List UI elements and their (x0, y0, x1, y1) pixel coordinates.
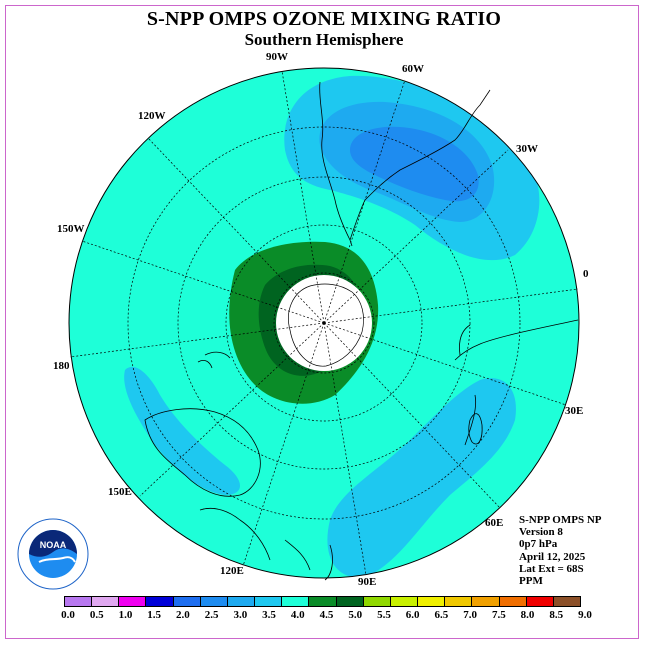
new-zealand-coast (197, 351, 231, 369)
contour-3-5-pacific (124, 366, 240, 495)
colorbar-segment (499, 597, 527, 606)
colorbar-tick-label: 6.5 (434, 609, 449, 621)
colorbar-segment (200, 597, 228, 606)
colorbar-segment (526, 597, 554, 606)
colorbar-segment (309, 597, 337, 606)
colorbar-tick-label: 5.0 (348, 609, 363, 621)
colorbar-segment (146, 597, 174, 606)
lon-label-0: 0 (583, 268, 589, 280)
lon-label-180: 180 (53, 360, 70, 372)
colorbar-tick-label: 8.5 (549, 609, 564, 621)
madagascar-coast (468, 413, 483, 445)
lon-label-60e: 60E (485, 517, 504, 529)
colorbar-segment (363, 597, 391, 606)
colorbar-tick-label: 9.0 (578, 609, 592, 621)
globe-border (68, 67, 580, 579)
info-pressure: 0p7 hPa (519, 538, 558, 551)
info-lat-ext: Lat Ext = 68S (519, 562, 584, 575)
colorbar-tick-label: 5.5 (377, 609, 391, 621)
info-instrument: S-NPP OMPS NP (519, 514, 602, 526)
colorbar-tick-label: 6.0 (405, 609, 420, 621)
lon-label-90e: 90E (358, 576, 377, 588)
lon-label-150w: 150W (57, 223, 85, 235)
lon-label-150e: 150E (108, 486, 132, 498)
colorbar-tick-label: 7.5 (491, 609, 506, 621)
colorbar-segment (282, 597, 310, 606)
lon-label-120e: 120E (220, 565, 244, 577)
colorbar-tick-label: 0.0 (61, 609, 75, 621)
colorbar-segment (445, 597, 473, 606)
latitude-circles (127, 126, 521, 520)
colorbar-segment (336, 597, 364, 606)
colorbar-tick-label: 1.0 (118, 609, 133, 621)
noaa-logo: NOAA (17, 518, 89, 590)
south-america-coast (319, 81, 491, 247)
lon-label-30e: 30E (565, 405, 584, 417)
info-units: PPM (519, 575, 543, 588)
info-version: Version 8 (519, 526, 563, 539)
info-block: S-NPP OMPS NP Version 8 0p7 hPa April 12… (519, 514, 602, 587)
colorbar-tick-label: 2.5 (204, 609, 219, 621)
colorbar-segment (472, 597, 500, 606)
colorbar-tick-label: 3.0 (233, 609, 248, 621)
colorbar-segment (553, 597, 580, 606)
africa-coast (454, 319, 579, 446)
lon-label-120w: 120W (138, 110, 166, 122)
colorbar-segment (119, 597, 147, 606)
colorbar-tick-label: 0.5 (89, 609, 104, 621)
australia-coast (144, 408, 261, 497)
south-pole-marker (322, 321, 326, 325)
colorbar-segment (390, 597, 419, 606)
lon-label-90w: 90W (266, 51, 288, 63)
colorbar-segment (173, 597, 201, 606)
colorbar-tick-label: 7.0 (463, 609, 477, 621)
page-frame (5, 5, 639, 639)
antarctica-outline (288, 283, 364, 367)
colorbar-tick-label: 1.5 (147, 609, 162, 621)
noaa-logo-text: NOAA (40, 540, 67, 550)
colorbar-tick-label: 4.0 (290, 609, 305, 621)
map-title: S-NPP OMPS OZONE MIXING RATIO (146, 8, 502, 30)
info-date: April 12, 2025 (519, 550, 586, 563)
colorbar-segment (255, 597, 283, 606)
colorbar-tick-label: 8.0 (520, 609, 535, 621)
map-subtitle: Southern Hemisphere (244, 30, 404, 49)
colorbar-segment (227, 597, 256, 606)
colorbar-segment (65, 597, 93, 606)
colorbar-tick-label: 2.0 (176, 609, 190, 621)
lon-label-30w: 30W (516, 143, 538, 155)
colorbar (64, 596, 581, 607)
coastlines (144, 81, 579, 581)
colorbar-tick-label: 3.5 (262, 609, 276, 621)
lon-label-60w: 60W (402, 63, 424, 75)
colorbar-segment (92, 597, 120, 606)
colorbar-tick-label: 4.5 (319, 609, 334, 621)
colorbar-segment (418, 597, 446, 606)
